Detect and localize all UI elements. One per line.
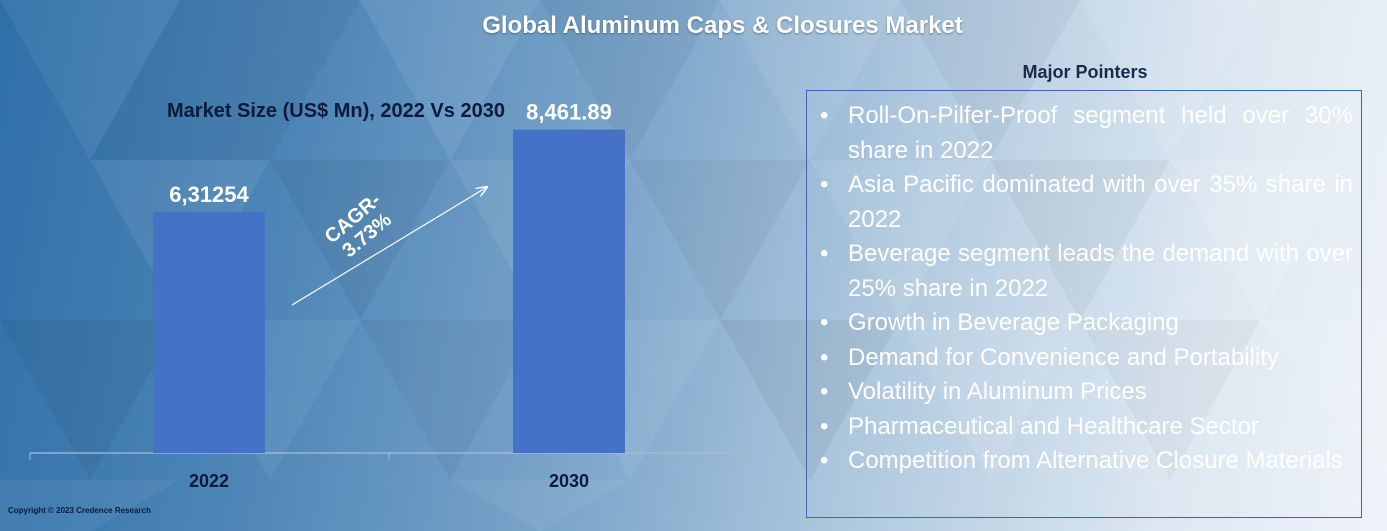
bar-2030 xyxy=(513,129,625,453)
pointer-item: Demand for Convenience and Portability xyxy=(815,341,1353,376)
chart-title: Market Size (US$ Mn), 2022 Vs 2030 xyxy=(167,100,505,122)
pointers-list: Roll-On-Pilfer-Proof segment held over 3… xyxy=(815,99,1353,479)
page-title: Global Aluminum Caps & Closures Market xyxy=(482,12,963,39)
data-label: 8,461.89 xyxy=(526,100,612,125)
pointers-panel: Roll-On-Pilfer-Proof segment held over 3… xyxy=(806,90,1362,518)
x-tick-label: 2030 xyxy=(549,471,589,491)
cagr-arrow xyxy=(291,187,487,306)
pointer-item: Volatility in Aluminum Prices xyxy=(815,375,1353,410)
copyright-text: Copyright © 2023 Credence Research xyxy=(8,506,151,515)
pointer-item: Pharmaceutical and Healthcare Sector xyxy=(815,410,1353,445)
data-label: 6,31254 xyxy=(169,182,249,207)
x-tick-label: 2022 xyxy=(189,471,229,491)
pointer-item: Beverage segment leads the demand with o… xyxy=(815,237,1353,306)
pointer-item: Competition from Alternative Closure Mat… xyxy=(815,444,1353,479)
pointer-item: Growth in Beverage Packaging xyxy=(815,306,1353,341)
bar-2022 xyxy=(153,211,265,453)
pointers-title: Major Pointers xyxy=(1022,62,1148,82)
pointer-item: Roll-On-Pilfer-Proof segment held over 3… xyxy=(815,99,1353,168)
pointer-item: Asia Pacific dominated with over 35% sha… xyxy=(815,168,1353,237)
